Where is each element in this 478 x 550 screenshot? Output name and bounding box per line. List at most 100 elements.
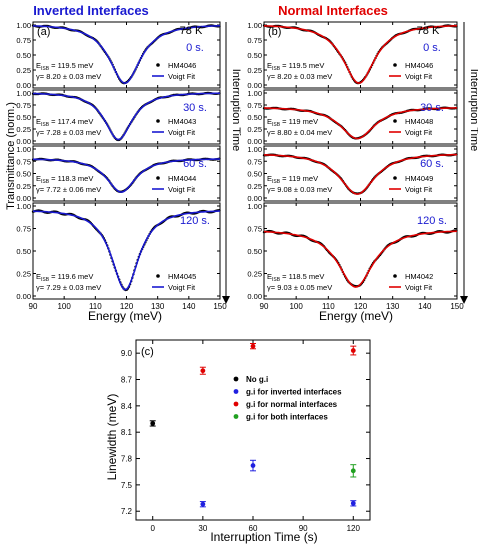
panel-label: (b) bbox=[268, 26, 281, 38]
panel-a-subplot-3: 0.00 0.25 0.50 0.75 1.00 60 s. EISB = 118.3 me… bbox=[16, 145, 221, 203]
y-tick-label: 7.2 bbox=[121, 507, 133, 516]
x-tick-label: 120 bbox=[354, 302, 368, 311]
legend-data-marker bbox=[393, 176, 397, 180]
x-tick-label: 120 bbox=[347, 524, 361, 533]
x-tick-label: 30 bbox=[198, 524, 207, 533]
y-tick-label: 0.75 bbox=[247, 36, 262, 45]
legend-sample-name: HM4046 bbox=[405, 61, 433, 70]
panel-a-subplot-4: 0.00 0.25 0.50 0.75 1.00 120 s. EISB = 119.6 m… bbox=[16, 202, 221, 301]
y-tick-label: 1.00 bbox=[16, 89, 31, 98]
legend-fit-label: Voigt Fit bbox=[405, 283, 433, 292]
y-tick-label: 0.50 bbox=[16, 51, 31, 60]
y-tick-label: 0.00 bbox=[16, 137, 31, 146]
gamma-value: γ= 8.20 ± 0.03 meV bbox=[267, 72, 332, 81]
panel-a-ylabel: Transmittance (norm.) bbox=[5, 102, 17, 210]
interruption-time-label: 60 s. bbox=[183, 158, 207, 170]
panel-b-xlabel: Energy (meV) bbox=[319, 309, 393, 323]
legend-sample-name: HM4045 bbox=[168, 272, 196, 281]
y-tick-label: 0.75 bbox=[16, 225, 31, 234]
gamma-value: γ= 7.72 ± 0.06 meV bbox=[36, 185, 101, 194]
voigt-fit-line bbox=[263, 230, 458, 288]
x-tick-label: 90 bbox=[299, 524, 308, 533]
gamma-value: γ= 9.03 ± 0.05 meV bbox=[267, 283, 332, 292]
x-tick-label: 130 bbox=[386, 302, 400, 311]
voigt-fit-line bbox=[32, 24, 221, 85]
y-tick-label: 1.00 bbox=[247, 21, 262, 30]
eisb-value: EISB = 118.5 meV bbox=[267, 272, 324, 283]
gamma-value: γ= 9.08 ± 0.03 meV bbox=[267, 185, 332, 194]
y-tick-label: 0.00 bbox=[247, 194, 262, 203]
legend-data-marker bbox=[156, 176, 160, 180]
scatter-point bbox=[350, 348, 356, 353]
panel-c-xlabel: Interruption Time (s) bbox=[210, 530, 317, 544]
y-tick-label: 0.50 bbox=[247, 247, 262, 256]
panel-label: (a) bbox=[37, 26, 50, 38]
voigt-fit-line bbox=[33, 92, 221, 141]
side-label-a: Interruption Time bbox=[230, 69, 242, 152]
interruption-time-label: 0 s. bbox=[186, 42, 204, 54]
y-tick-label: 0.75 bbox=[16, 36, 31, 45]
y-tick-label: 1.00 bbox=[16, 145, 31, 154]
y-tick-label: 0.00 bbox=[16, 194, 31, 203]
panel-c-frame bbox=[135, 339, 371, 521]
x-tick-label: 150 bbox=[450, 302, 464, 311]
x-tick-label: 100 bbox=[289, 302, 303, 311]
x-tick-label: 90 bbox=[260, 302, 269, 311]
x-tick-label: 100 bbox=[57, 302, 71, 311]
temperature-label: 78 K bbox=[180, 25, 203, 37]
y-tick-label: 0.25 bbox=[16, 66, 31, 75]
legend-marker bbox=[233, 414, 239, 419]
legend-data-marker bbox=[393, 63, 397, 67]
y-tick-label: 0.25 bbox=[16, 182, 31, 191]
side-arrowhead-b bbox=[460, 296, 468, 304]
legend-fit-label: Voigt Fit bbox=[168, 72, 196, 81]
x-tick-label: 110 bbox=[322, 302, 335, 311]
legend-marker bbox=[233, 376, 239, 382]
interruption-time-label: 120 s. bbox=[417, 215, 447, 227]
legend-label: g.i for normal interfaces bbox=[246, 400, 338, 409]
legend-data-marker bbox=[156, 119, 160, 123]
legend-data-marker bbox=[156, 274, 160, 278]
y-tick-label: 0.00 bbox=[247, 137, 262, 146]
interruption-time-label: 0 s. bbox=[423, 42, 441, 54]
voigt-fit-line bbox=[33, 210, 220, 291]
voigt-fit-line bbox=[263, 153, 458, 195]
eisb-value: EISB = 119 meV bbox=[267, 117, 318, 128]
y-tick-label: 0.75 bbox=[16, 101, 31, 110]
legend-label: g.i for both interfaces bbox=[246, 413, 328, 422]
panel-a-title: Inverted Interfaces bbox=[33, 3, 149, 18]
panel-a-xlabel: Energy (meV) bbox=[88, 309, 162, 323]
legend-fit-label: Voigt Fit bbox=[405, 185, 433, 194]
y-tick-label: 0.25 bbox=[16, 270, 31, 279]
y-tick-label: 0.50 bbox=[247, 113, 262, 122]
x-tick-label: 60 bbox=[249, 524, 258, 533]
eisb-value: EISB = 119.5 meV bbox=[267, 61, 324, 72]
panel-c-label: (c) bbox=[141, 346, 154, 358]
y-tick-label: 0.75 bbox=[247, 101, 262, 110]
gamma-value: γ= 8.20 ± 0.03 meV bbox=[36, 72, 101, 81]
gamma-value: γ= 8.80 ± 0.04 meV bbox=[267, 128, 332, 137]
y-tick-label: 0.25 bbox=[247, 66, 262, 75]
scatter-point bbox=[350, 500, 356, 506]
panel-a-subplot-1: 0.00 0.25 0.50 0.75 1.00 0 s. 78 K (a) EISB = 11… bbox=[16, 21, 221, 90]
scatter-point bbox=[250, 463, 256, 468]
y-tick-label: 0.00 bbox=[247, 292, 262, 301]
y-tick-label: 1.00 bbox=[247, 202, 262, 211]
x-tick-label: 150 bbox=[213, 302, 227, 311]
panel-b-subplot-4: 0.00 0.25 0.50 0.75 1.00 120 s. EISB = 118.5 m… bbox=[247, 202, 458, 301]
legend-fit-label: Voigt Fit bbox=[168, 283, 196, 292]
y-tick-label: 0.25 bbox=[247, 125, 262, 134]
panel-b-subplot-1: 0.00 0.25 0.50 0.75 1.00 0 s. 78 K (b) EISB = 11… bbox=[247, 21, 458, 90]
y-tick-label: 1.00 bbox=[247, 145, 262, 154]
legend-marker bbox=[233, 389, 239, 394]
eisb-value: EISB = 118.3 meV bbox=[36, 174, 93, 185]
scatter-point bbox=[200, 368, 206, 374]
eisb-value: EISB = 119 meV bbox=[267, 174, 318, 185]
legend-sample-name: HM4042 bbox=[405, 272, 433, 281]
side-arrowhead-a bbox=[222, 296, 230, 304]
panel-b-subplot-3: 0.00 0.25 0.50 0.75 1.00 60 s. EISB = 119 meVγ… bbox=[247, 145, 458, 203]
legend-sample-name: HM4044 bbox=[168, 174, 196, 183]
legend-sample-name: HM4046 bbox=[168, 61, 196, 70]
voigt-fit-line bbox=[32, 158, 220, 193]
eisb-value: EISB = 117.4 meV bbox=[36, 117, 93, 128]
